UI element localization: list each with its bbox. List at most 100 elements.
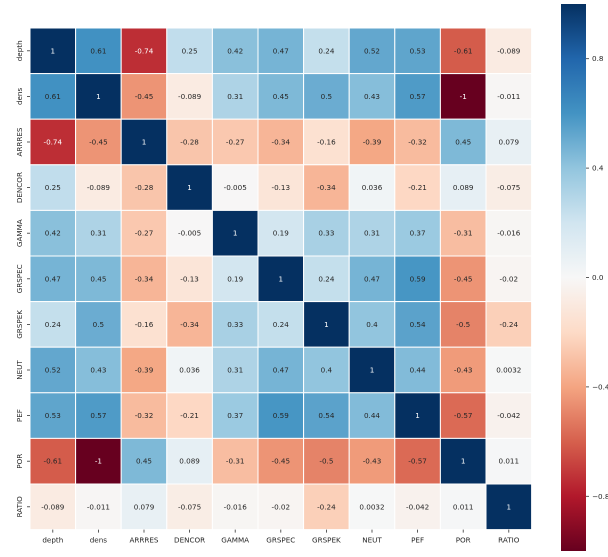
cell-value-label: -0.089 [497, 46, 521, 55]
colorbar-tick-label: −0.4 [592, 382, 608, 391]
cell-value-label: -0.005 [178, 229, 201, 238]
heatmap-cell-grspek-ratio [485, 301, 533, 348]
cell-value-label: -0.45 [454, 274, 473, 283]
heatmap-cell-dens-depth [29, 73, 77, 120]
cell-value-label: 0.19 [273, 229, 289, 238]
heatmap-cell-dens-gamma [211, 73, 259, 120]
heatmap-cell-dencor-grspec [257, 164, 305, 211]
colorbar-tick-label: 0.0 [592, 273, 604, 282]
cell-value-label: 0.61 [90, 46, 106, 55]
cell-value-label: -0.042 [497, 411, 520, 420]
colorbar-tick-label: 0.8 [592, 54, 604, 63]
cell-value-label: 1 [187, 183, 192, 192]
heatmap-cell-grspek-grspek [303, 301, 350, 348]
cell-value-label: 0.42 [45, 229, 61, 238]
heatmap-cell-grspek-depth [29, 301, 77, 348]
cell-value-label: -0.005 [224, 183, 247, 192]
cell-value-label: -0.28 [135, 183, 154, 192]
cell-value-label: -0.34 [180, 320, 199, 329]
cell-value-label: 0.47 [45, 274, 61, 283]
y-tick-label-grspec: GRSPEC [15, 264, 24, 293]
heatmap-cell-ratio-dens [75, 483, 122, 531]
heatmap-cell-grspec-pef [394, 255, 441, 303]
heatmap-cell-arrres-pef [394, 118, 441, 166]
heatmap-cell-ratio-gamma [211, 483, 259, 531]
cell-value-label: 0.54 [410, 320, 426, 329]
cell-value-label: 1 [507, 502, 512, 511]
cell-value-label: 0.24 [45, 320, 61, 329]
cell-value-label: -0.34 [135, 274, 154, 283]
heatmap-cell-grspec-grspec [257, 255, 305, 303]
heatmap-cell-pef-grspek [303, 392, 350, 439]
heatmap-cell-neut-gamma [211, 346, 259, 394]
cell-value-label: 0.59 [410, 274, 426, 283]
heatmap-cell-gamma-por [439, 209, 487, 257]
cell-value-label: 0.44 [364, 411, 380, 420]
cell-value-label: 0.45 [273, 92, 289, 101]
cell-value-label: 0.57 [410, 92, 426, 101]
heatmap-cell-grspek-por [439, 301, 487, 348]
cell-value-label: -0.075 [178, 502, 201, 511]
heatmap-cell-depth-neut [348, 27, 396, 75]
heatmap-cell-gamma-dens [75, 209, 122, 257]
heatmap-cell-neut-por [439, 346, 487, 394]
heatmap-grid: 1 0.61 -0.74 0.25 0.42 0.47 0.24 0.52 0.53 -0.61 -… [29, 27, 533, 531]
heatmap-cell-por-arrres [120, 437, 168, 485]
cell-value-label: 0.47 [364, 274, 380, 283]
heatmap-cell-gamma-gamma [211, 209, 259, 257]
cell-value-label: -0.43 [363, 457, 382, 466]
cell-value-label: 0.45 [136, 457, 152, 466]
heatmap-cell-dencor-pef [394, 164, 441, 211]
cell-value-label: 1 [96, 92, 101, 101]
heatmap-cell-grspec-dencor [166, 255, 213, 303]
cell-value-label: 0.0032 [496, 366, 521, 375]
cell-value-label: 0.37 [227, 411, 243, 420]
heatmap-cell-neut-depth [29, 346, 77, 394]
y-tick-label-por: POR [15, 454, 24, 469]
cell-value-label: -0.43 [454, 366, 473, 375]
y-tick-label-pef: PEF [15, 409, 24, 422]
heatmap-cell-ratio-arrres [120, 483, 168, 531]
cell-value-label: -0.27 [135, 229, 154, 238]
cell-value-label: -0.075 [497, 183, 520, 192]
heatmap-cell-grspek-pef [394, 301, 441, 348]
heatmap-cell-arrres-grspek [303, 118, 350, 166]
heatmap-cell-arrres-ratio [485, 118, 533, 166]
heatmap-cell-pef-arrres [120, 392, 168, 439]
cell-value-label: -0.31 [226, 457, 245, 466]
cell-value-label: 0.4 [321, 366, 333, 375]
cell-value-label: 0.079 [134, 502, 155, 511]
cell-value-label: 0.089 [179, 457, 200, 466]
heatmap-cell-gamma-depth [29, 209, 77, 257]
heatmap-cell-dens-neut [348, 73, 396, 120]
x-tick-label-gamma: GAMMA [221, 536, 249, 545]
cell-value-label: 0.45 [90, 274, 106, 283]
heatmap-cell-grspec-depth [29, 255, 77, 303]
heatmap-cell-dencor-grspek [303, 164, 350, 211]
cell-value-label: 0.24 [318, 274, 334, 283]
heatmap-cell-dens-arrres [120, 73, 168, 120]
heatmap-cell-arrres-depth [29, 118, 77, 166]
cell-value-label: 0.44 [410, 366, 426, 375]
cell-value-label: 0.036 [362, 183, 383, 192]
x-tick-label-dens: dens [90, 536, 108, 545]
heatmap-cell-pef-por [439, 392, 487, 439]
cell-value-label: -0.57 [408, 457, 427, 466]
cell-value-label: 0.5 [93, 320, 104, 329]
heatmap-cell-arrres-gamma [211, 118, 259, 166]
cell-value-label: -0.16 [317, 138, 336, 147]
heatmap-cell-arrres-grspec [257, 118, 305, 166]
x-tick-label-dencor: DENCOR [174, 536, 205, 545]
cell-value-label: -0.45 [271, 457, 290, 466]
heatmap-cell-grspec-ratio [485, 255, 533, 303]
x-tick-label-grspec: GRSPEC [266, 536, 295, 545]
cell-value-label: 0.31 [227, 366, 243, 375]
x-tick-label-grspek: GRSPEK [312, 536, 341, 545]
cell-value-label: -0.011 [497, 92, 520, 101]
cell-value-label: 0.31 [90, 229, 106, 238]
y-tick-label-grspek: GRSPEK [15, 310, 24, 339]
cell-value-label: -1 [460, 92, 467, 101]
cell-value-label: -0.21 [408, 183, 427, 192]
cell-value-label: -0.45 [89, 138, 108, 147]
